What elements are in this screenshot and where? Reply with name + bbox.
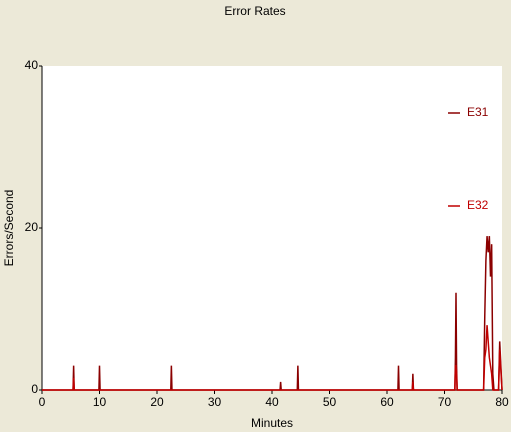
x-axis-label: Minutes [251,416,293,430]
x-tick-label: 30 [208,395,222,409]
y-tick-label: 40 [25,58,39,72]
x-tick-label: 50 [323,395,337,409]
plot-area [42,66,502,390]
y-tick-label: 20 [25,220,39,234]
legend-label: E31 [467,105,489,119]
x-tick-label: 60 [380,395,394,409]
x-tick-label: 0 [39,395,46,409]
x-tick-label: 20 [150,395,164,409]
chart-title: Error Rates [224,4,285,18]
x-tick-label: 80 [495,395,509,409]
series-line [42,325,503,391]
legend-label: E32 [467,198,489,212]
x-tick-label: 70 [438,395,452,409]
y-tick-label: 0 [31,382,38,396]
y-axis-label: Errors/Second [2,190,16,267]
x-tick-label: 10 [93,395,107,409]
x-tick-label: 40 [265,395,279,409]
